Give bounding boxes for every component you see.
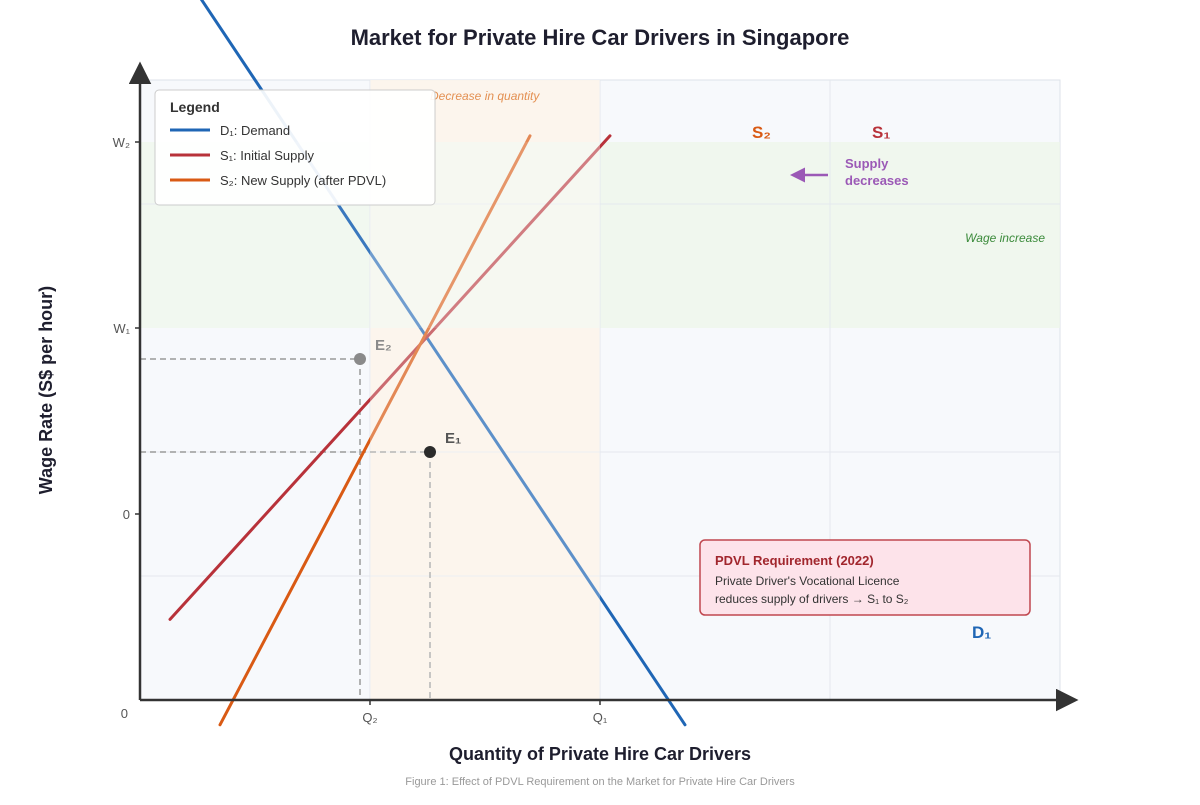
legend-title: Legend — [170, 99, 220, 115]
x-axis-title: Quantity of Private Hire Car Drivers — [449, 744, 751, 764]
pdvl-note-box — [699, 539, 1031, 616]
supply-shift-label-line2: decreases — [845, 173, 909, 188]
axis-ticks — [135, 141, 601, 705]
demand-curve-label: D₁ — [972, 623, 991, 642]
equilibrium-label-e1: E₁ — [445, 430, 461, 447]
guide-lines — [140, 358, 431, 700]
supply-curve-s2 — [218, 134, 532, 727]
pdvl-note-line2: reduces supply of drivers → S₁ to S₂ — [715, 592, 909, 606]
legend-entry-demand: D₁: Demand — [220, 123, 290, 138]
supply2-curve-label: S₂ — [752, 123, 771, 142]
x-tick-label-q2: Q₂ — [362, 710, 377, 725]
legend-entry-supply1: S₁: Initial Supply — [220, 148, 314, 163]
supply-shift-label: Supply decreases — [845, 156, 909, 188]
equilibrium-point-e1 — [424, 446, 436, 458]
pdvl-note-line1: Private Driver's Vocational Licence — [715, 574, 900, 588]
legend: Legend D₁: Demand S₁: Initial Supply S₂:… — [154, 89, 436, 206]
legend-entry-supply2: S₂: New Supply (after PDVL) — [220, 173, 386, 188]
supply-curve-s1 — [168, 134, 612, 621]
y-tick-label-w2: W₂ — [113, 135, 130, 150]
y-axis-title: Wage Rate (S$ per hour) — [36, 286, 56, 494]
figure-caption: Figure 1: Effect of PDVL Requirement on … — [405, 776, 795, 788]
x-tick-label-q1: Q₁ — [593, 710, 608, 725]
wage-zone-label: Wage increase — [965, 231, 1045, 245]
supply-shift-label-line1: Supply — [845, 156, 889, 171]
quantity-zone-label: Decrease in quantity — [430, 89, 540, 103]
origin-label: 0 — [121, 706, 128, 721]
legend-box — [154, 89, 436, 206]
supply1-curve-label: S₁ — [872, 123, 890, 142]
equilibrium-label-e2: E₂ — [375, 337, 392, 354]
pdvl-note: PDVL Requirement (2022) Private Driver's… — [699, 539, 1031, 616]
y-tick-label-w1: W₁ — [113, 321, 130, 336]
chart-title: Market for Private Hire Car Drivers in S… — [351, 25, 850, 50]
demand-curve-d1 — [199, 0, 687, 727]
pdvl-note-title: PDVL Requirement (2022) — [715, 553, 874, 568]
y-tick-label-0: 0 — [123, 507, 130, 522]
equilibrium-point-e2 — [354, 353, 366, 365]
